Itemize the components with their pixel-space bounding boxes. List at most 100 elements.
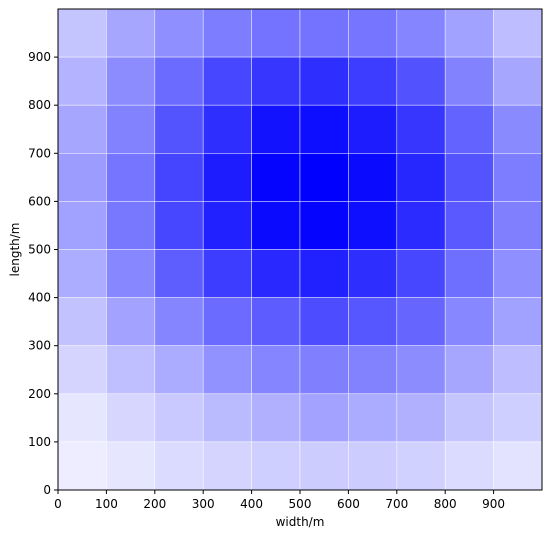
heatmap-cell (493, 104, 543, 154)
y-tick-label: 400 (28, 291, 51, 305)
x-tick-label: 500 (289, 497, 312, 511)
x-tick-label: 100 (95, 497, 118, 511)
heatmap-cell (493, 153, 543, 202)
heatmap-cell (251, 56, 301, 106)
heatmap-cell (106, 393, 156, 443)
y-tick-label: 600 (28, 194, 51, 208)
heatmap-cell (299, 201, 349, 250)
heatmap-cell (154, 153, 204, 202)
heatmap-cell (202, 8, 252, 58)
heatmap-cell (493, 8, 543, 58)
heatmap-cell (299, 104, 349, 154)
heatmap-cell (299, 345, 349, 395)
heatmap-cell (251, 345, 301, 395)
heatmap-cell (493, 249, 543, 298)
heatmap-cell (154, 297, 204, 347)
heatmap-cell (444, 153, 494, 202)
y-tick-label: 500 (28, 243, 51, 257)
heatmap-cell (396, 249, 446, 298)
x-axis-label: width/m (276, 515, 325, 529)
y-tick-label: 800 (28, 98, 51, 112)
x-axis-ticks: 0 100 200 300 400 500 600 700 800 900 (54, 490, 505, 511)
heatmap-cell (299, 56, 349, 106)
heatmap-cell (444, 297, 494, 347)
y-tick-label: 300 (28, 339, 51, 353)
heatmap-cell (154, 8, 204, 58)
x-tick-label: 200 (143, 497, 166, 511)
heatmap-cell (299, 8, 349, 58)
heatmap-cell (202, 297, 252, 347)
heatmap-cell (202, 393, 252, 443)
y-axis-ticks: 0 100 200 300 400 500 600 700 800 900 (28, 50, 58, 497)
x-tick-label: 700 (385, 497, 408, 511)
heatmap-cell (202, 56, 252, 106)
heatmap-cell (444, 201, 494, 250)
heatmap-cell (202, 153, 252, 202)
heatmap-cell (299, 441, 349, 491)
heatmap-cell (444, 345, 494, 395)
heatmap-cell (106, 201, 156, 250)
heatmap-cell (57, 104, 107, 154)
heatmap-cell (493, 297, 543, 347)
heatmap-cell (57, 56, 107, 106)
heatmap-cell (444, 104, 494, 154)
x-tick-label: 900 (482, 497, 505, 511)
heatmap-cell (57, 8, 107, 58)
x-tick-label: 600 (337, 497, 360, 511)
y-axis-label: length/m (8, 223, 22, 277)
heatmap-cell (154, 249, 204, 298)
heatmap-cell (251, 441, 301, 491)
heatmap-cell (251, 249, 301, 298)
heatmap-cell (57, 153, 107, 202)
heatmap-cell (202, 201, 252, 250)
heatmap-cell (106, 153, 156, 202)
heatmap-cell (493, 201, 543, 250)
y-tick-label: 200 (28, 387, 51, 401)
heatmap-cell (154, 56, 204, 106)
heatmap-cell (396, 345, 446, 395)
heatmap-cell (154, 393, 204, 443)
heatmap-cell (299, 393, 349, 443)
heatmap-cell (251, 201, 301, 250)
heatmap-cell (251, 297, 301, 347)
heatmap-cell (348, 153, 398, 202)
y-tick-label: 900 (28, 50, 51, 64)
heatmap-cell (57, 297, 107, 347)
heatmap-cell (348, 249, 398, 298)
heatmap-cell (106, 441, 156, 491)
x-tick-label: 300 (192, 497, 215, 511)
heatmap-cell (154, 345, 204, 395)
heatmap-cell (348, 393, 398, 443)
heatmap-cell (106, 345, 156, 395)
heatmap-cell (396, 8, 446, 58)
heatmap-cell (493, 393, 543, 443)
heatmap-cell (299, 249, 349, 298)
heatmap-cell (348, 56, 398, 106)
heatmap-cell (299, 153, 349, 202)
heatmap-cell (251, 104, 301, 154)
y-tick-label: 700 (28, 146, 51, 160)
x-tick-label: 400 (240, 497, 263, 511)
heatmap-cell (396, 104, 446, 154)
heatmap-cell (348, 441, 398, 491)
x-tick-label: 800 (434, 497, 457, 511)
y-tick-label: 0 (43, 483, 51, 497)
heatmap-cell (396, 441, 446, 491)
heatmap-cell (444, 8, 494, 58)
heatmap-cell (106, 8, 156, 58)
heatmap-cell (106, 104, 156, 154)
heatmap-cell (202, 249, 252, 298)
heatmap-cell (202, 104, 252, 154)
heatmap-cell (106, 297, 156, 347)
heatmap-cell (57, 201, 107, 250)
heatmap-cell (348, 104, 398, 154)
heatmap-cell (348, 297, 398, 347)
heatmap-cell (396, 153, 446, 202)
heatmap-cell (348, 201, 398, 250)
heatmap-cell (348, 8, 398, 58)
heatmap-cell (444, 249, 494, 298)
y-tick-label: 100 (28, 435, 51, 449)
heatmap-cell (493, 441, 543, 491)
heatmap-cell (154, 201, 204, 250)
heatmap-cell (444, 441, 494, 491)
